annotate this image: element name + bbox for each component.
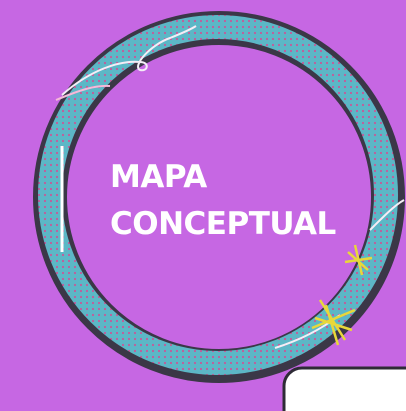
title-line: MAPA — [110, 159, 207, 195]
content-box — [284, 368, 406, 411]
page: MAPA CONCEPTUAL (() => { const data = JS… — [0, 0, 406, 411]
title-line: CONCEPTUAL — [110, 206, 336, 242]
cover-graphic: MAPA CONCEPTUAL — [0, 0, 406, 411]
